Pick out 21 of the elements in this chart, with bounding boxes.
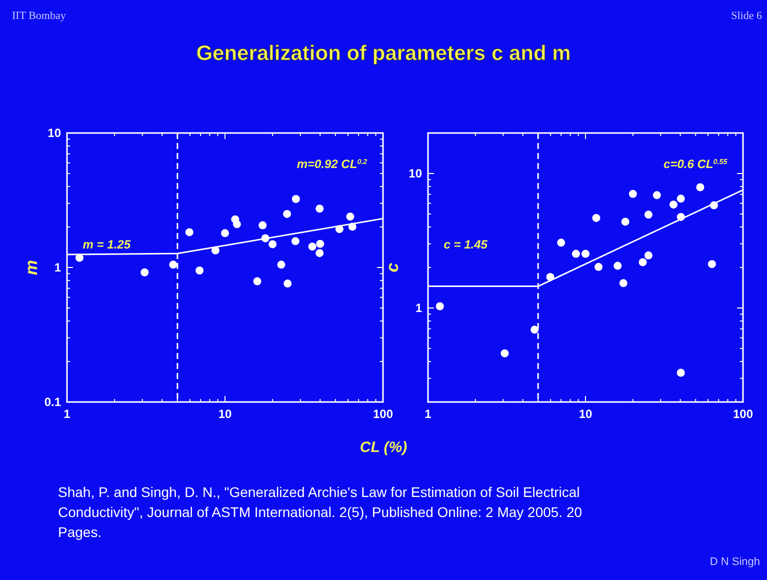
annotation: c=0.6 CL$^{0.55}$	[664, 156, 728, 171]
x-tick-label: 10	[578, 407, 592, 421]
text: D N Singh	[710, 556, 760, 568]
text: IIT Bombay	[12, 10, 66, 22]
x-tick-label: 1	[424, 407, 432, 421]
x-tick-label: 1	[64, 407, 71, 421]
y-tick-label: 10	[48, 126, 62, 140]
x-tick-label: 100	[372, 407, 394, 421]
x-tick-label: 10	[218, 407, 232, 421]
annotation: c = 1.45	[444, 238, 488, 252]
y-tick-label: 1	[54, 260, 62, 274]
text: Slide 6	[731, 10, 762, 22]
y-axis-title: c	[383, 262, 402, 272]
annotation: m=0.92 CL$^{0.2}$	[296, 156, 368, 171]
x-tick-label: 100	[732, 407, 754, 421]
chart-title: Generalization of parameters c and m	[196, 42, 571, 65]
y-axis-title: m	[22, 260, 41, 276]
y-tick-label: 0.1	[44, 395, 62, 409]
text: Shah, P. and Singh, D. N., "Generalized Archie's Law for Estimation of Soil Electrical Conductivity", Journal of ASTM International. 2(5), Published Online: 2 May 2005. 20 Pages.	[58, 484, 582, 540]
x-axis-title: CL (%)	[360, 439, 408, 456]
annotation: m = 1.25	[82, 238, 131, 252]
